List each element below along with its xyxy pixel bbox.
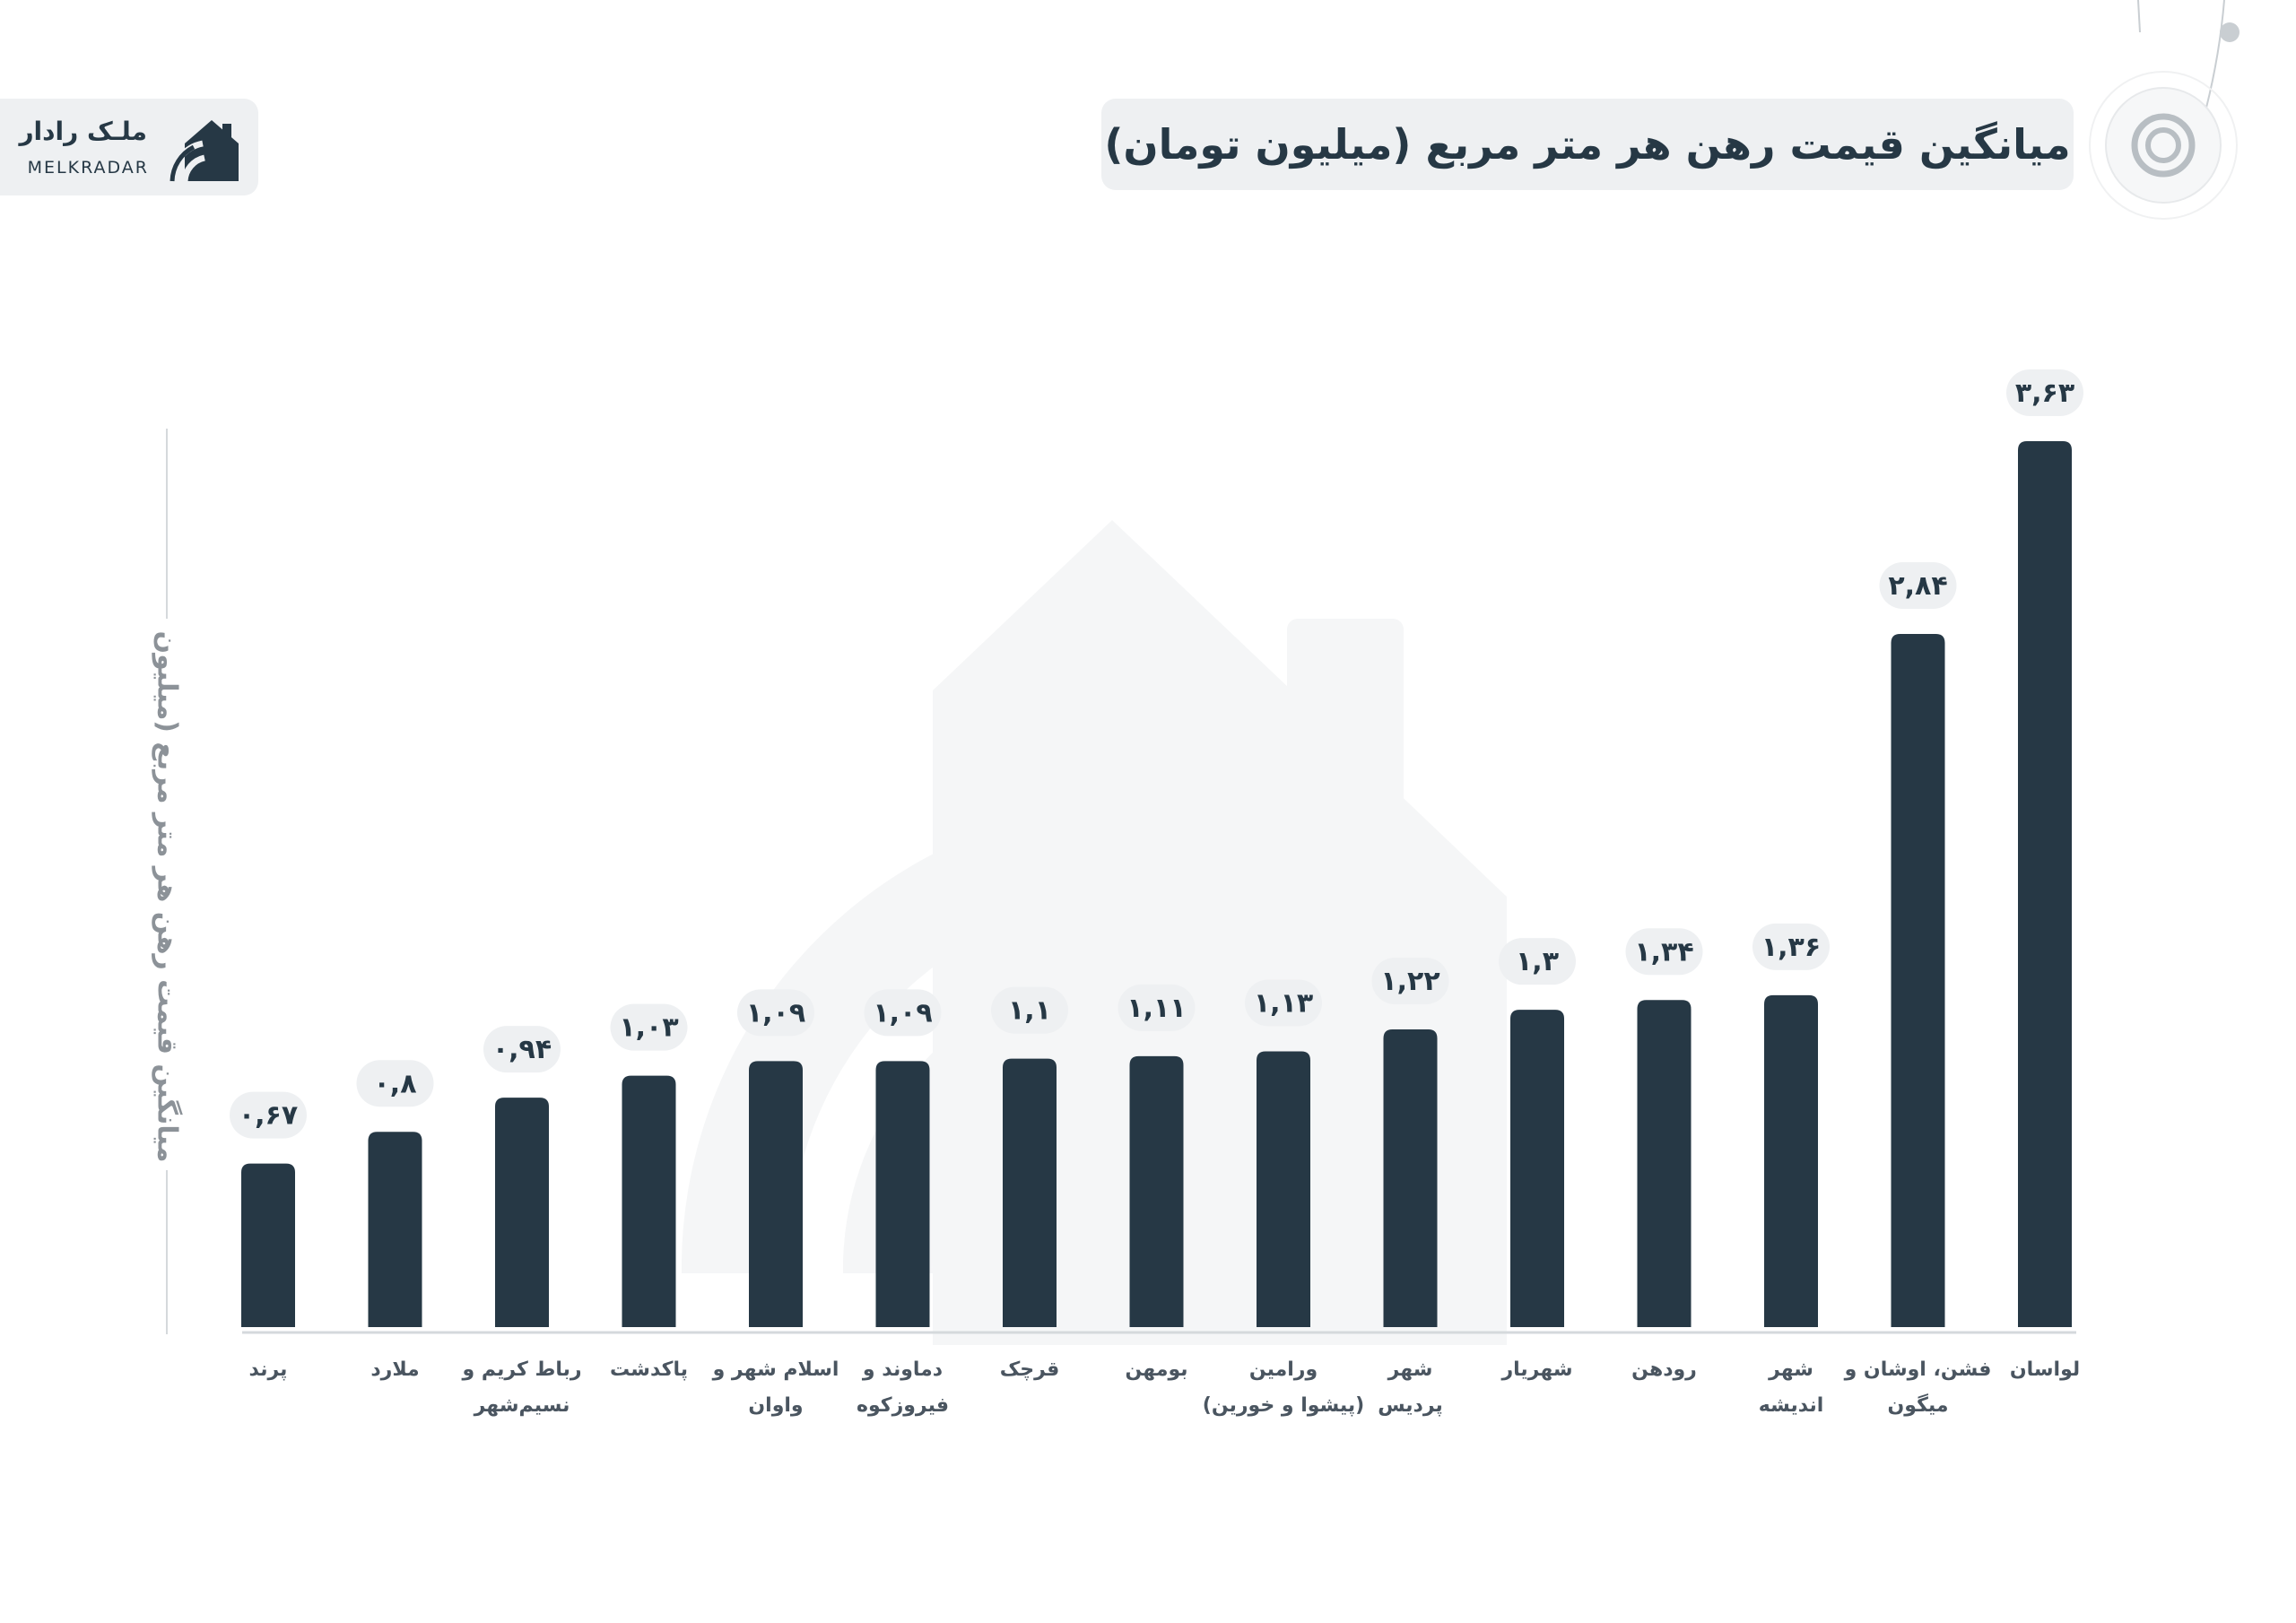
data-label-pill [1879, 562, 1957, 610]
x-tick-label-line: واوان [748, 1394, 804, 1417]
data-label: ۰,۹۴ [492, 1034, 552, 1065]
data-label: ۰,۸ [373, 1068, 416, 1099]
bar [1383, 1028, 1438, 1327]
x-tick-label: پاکدشت [560, 1352, 739, 1388]
x-tick-label: شهریار [1448, 1352, 1627, 1388]
data-label: ۱,۰۹ [873, 997, 932, 1028]
x-tick-label-line: رودهن [1631, 1358, 1697, 1381]
data-label: ۰,۶۷ [239, 1100, 298, 1132]
x-tick-label: شهر پردیس [1321, 1352, 1500, 1424]
x-tick-label: شهر اندیشه [1701, 1352, 1881, 1424]
x-tick-label-line: (پیشوا و خورین) [1202, 1394, 1365, 1417]
data-label: ۱,۱۳ [1254, 987, 1313, 1019]
bar [2018, 441, 2072, 1327]
x-tick-label-line: شهر [1769, 1358, 1813, 1381]
x-tick-label-line: شهر [1387, 1358, 1433, 1381]
data-label: ۳,۶۳ [2015, 378, 2074, 409]
logo-name-en: MELKRADAR [27, 158, 149, 178]
data-label-pill [991, 986, 1068, 1034]
data-label: ۱,۱۱ [1126, 993, 1186, 1024]
x-tick-label-line: شهریار [1501, 1358, 1573, 1381]
x-tick-label-line: لواسان [2009, 1358, 2081, 1381]
x-tick-label: اسلام شهر و واوان [686, 1352, 865, 1424]
x-tick-label-line: رباط کریم و [462, 1358, 582, 1381]
data-label: ۱,۱ [1008, 995, 1051, 1027]
x-tick-label-line: میگون [1887, 1394, 1949, 1417]
x-tick-label: ملارد [306, 1352, 485, 1388]
brand-logo: ملـک رادار MELKRADAR [0, 99, 258, 195]
logo-name-fa: ملـک رادار [19, 117, 147, 146]
data-label: ۲,۸۴ [1888, 570, 1947, 602]
x-tick-label: ورامین (پیشوا و خورین) [1194, 1352, 1373, 1424]
bar [622, 1075, 676, 1327]
data-label-pill [1371, 957, 1449, 1004]
x-tick-label: دماوند و فیروزکوه [813, 1352, 993, 1424]
x-tick-label-line: پاکدشت [610, 1358, 688, 1381]
bar [1891, 634, 1945, 1327]
bar [241, 1163, 295, 1327]
x-tick-label-line: پرند [248, 1358, 288, 1381]
x-tick-label-line: ورامین [1248, 1358, 1318, 1381]
house-wifi-icon [169, 120, 239, 182]
data-label-pill [1752, 923, 1830, 970]
data-label: ۱,۳ [1516, 946, 1559, 977]
target-rings-icon [2089, 0, 2239, 220]
bar [1003, 1058, 1057, 1327]
data-label: ۱,۰۹ [746, 997, 805, 1028]
x-tick-label-line: دماوند و [862, 1358, 944, 1381]
data-label-pill [483, 1026, 561, 1073]
x-tick-label-line: قرچک [999, 1358, 1060, 1381]
data-label: ۱,۳۴ [1634, 936, 1693, 968]
x-tick-label-line: فیروزکوه [857, 1394, 949, 1417]
data-label-pill [737, 989, 814, 1037]
data-label-pill [2006, 369, 2083, 416]
bar [875, 1061, 930, 1327]
data-label-pill [610, 1003, 688, 1051]
bar [1637, 1000, 1692, 1327]
x-tick-label-line: نسیم‌شهر [474, 1394, 570, 1417]
x-tick-label-line: اندیشه [1758, 1394, 1824, 1417]
x-tick-label: رودهن [1575, 1352, 1754, 1388]
data-label: ۱,۲۲ [1380, 966, 1439, 997]
bar [1257, 1051, 1310, 1327]
x-tick-label: بومهن [1067, 1352, 1247, 1388]
data-label: ۱,۰۳ [619, 1012, 678, 1044]
bar [368, 1132, 422, 1327]
x-tick-label-line: فشن، اوشان و [1844, 1358, 1992, 1381]
chart-title: میانگین قیمت رهن هر متر مربع (میلیون توم… [1104, 120, 2071, 169]
x-tick-label: فشن، اوشان و میگون [1829, 1352, 2008, 1424]
x-tick-label-line: اسلام شهر و [712, 1358, 839, 1381]
chart-title-box: میانگین قیمت رهن هر متر مربع (میلیون توم… [1101, 99, 2074, 190]
data-label-pill [230, 1091, 307, 1139]
data-label: ۱,۳۶ [1761, 932, 1821, 963]
x-tick-label: رباط کریم و نسیم‌شهر [432, 1352, 612, 1424]
x-tick-label: پرند [178, 1352, 358, 1388]
x-tick-label: قرچک [940, 1352, 1119, 1388]
bar [1510, 1010, 1564, 1327]
x-tick-label-line: پردیس [1378, 1394, 1443, 1417]
bar [495, 1098, 549, 1327]
data-label-pill [1118, 984, 1196, 1031]
data-label-pill [864, 989, 942, 1037]
bar [1764, 994, 1818, 1327]
x-tick-label-line: بومهن [1125, 1358, 1188, 1381]
data-label-pill [1499, 938, 1576, 985]
data-label-pill [1245, 979, 1322, 1027]
x-tick-label-line: ملارد [370, 1358, 420, 1381]
bar [749, 1061, 803, 1327]
data-label-pill [1625, 928, 1703, 976]
x-tick-label: لواسان [1955, 1352, 2135, 1388]
data-label-pill [356, 1060, 434, 1107]
bar [1129, 1055, 1184, 1327]
